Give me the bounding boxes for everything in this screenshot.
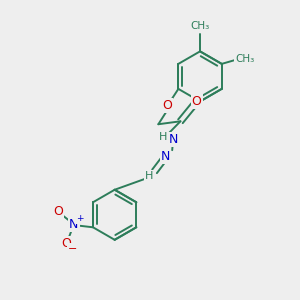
Text: +: + xyxy=(76,214,83,223)
Text: H: H xyxy=(159,133,167,142)
Text: H: H xyxy=(145,171,154,181)
Text: −: − xyxy=(68,244,78,254)
Text: O: O xyxy=(192,95,202,108)
Text: CH₃: CH₃ xyxy=(190,21,210,31)
Text: N: N xyxy=(161,150,170,163)
Text: N: N xyxy=(168,133,178,146)
Text: O: O xyxy=(61,237,71,250)
Text: CH₃: CH₃ xyxy=(235,55,254,64)
Text: O: O xyxy=(54,206,64,218)
Text: N: N xyxy=(69,218,79,231)
Text: O: O xyxy=(162,99,172,112)
